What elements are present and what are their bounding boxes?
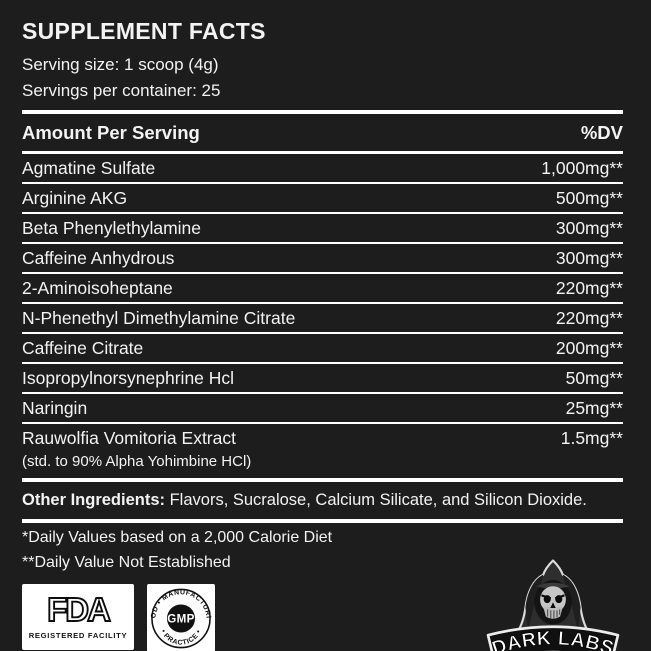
ingredient-name: Arginine AKG — [22, 188, 128, 208]
ingredient-amount: 220mg** — [555, 278, 623, 298]
ingredient-row: Rauwolfia Vomitoria Extract 1.5mg** — [22, 424, 623, 452]
ingredient-row: Naringin 25mg** — [22, 394, 623, 424]
dark-labs-logo: DARK LABS — [477, 556, 629, 651]
ingredient-name: Rauwolfia Vomitoria Extract — [22, 428, 236, 448]
ingredient-amount: 1.5mg** — [560, 428, 623, 448]
page-title: SUPPLEMENT FACTS — [22, 18, 266, 44]
footnote-daily-values: *Daily Values based on a 2,000 Calorie D… — [22, 529, 333, 546]
footnote-dv-not-established: **Daily Value Not Established — [22, 554, 231, 571]
servings-per-container: Servings per container: 25 — [22, 81, 221, 100]
divider-header — [22, 151, 623, 154]
other-ingredients-text: Flavors, Sucralose, Calcium Silicate, an… — [165, 491, 587, 509]
brand-name-text: DARK LABS — [489, 627, 616, 651]
ingredient-amount: 500mg** — [555, 188, 623, 208]
divider-top — [22, 110, 623, 114]
gmp-seal-icon: GOOD • MANUFACTURING • PRACTICE • GMP — [150, 587, 211, 649]
ingredient-row: Isopropylnorsynephrine Hcl 50mg** — [22, 364, 623, 394]
ingredient-row: Agmatine Sulfate 1,000mg** — [22, 154, 623, 184]
fda-logo-text: FDA — [47, 591, 110, 628]
ingredient-amount: 50mg** — [565, 368, 623, 388]
gmp-center-text: GMP — [167, 612, 195, 625]
ingredient-name: N-Phenethyl Dimethylamine Citrate — [22, 308, 296, 328]
ingredient-amount: 300mg** — [555, 218, 623, 238]
ingredient-row: Arginine AKG 500mg** — [22, 184, 623, 214]
fda-registered-facility-icon: FDA REGISTERED FACILITY — [29, 590, 128, 640]
ingredient-name: Agmatine Sulfate — [22, 158, 156, 178]
gmp-badge: GOOD • MANUFACTURING • PRACTICE • GMP — [147, 584, 215, 651]
ingredient-amount: 1,000mg** — [541, 158, 623, 178]
other-ingredients: Other Ingredients: Flavors, Sucralose, C… — [22, 482, 623, 519]
ingredient-rows: Agmatine Sulfate 1,000mg** Arginine AKG … — [22, 154, 623, 478]
ingredient-amount: 300mg** — [555, 248, 623, 268]
column-header-row: Amount Per Serving %DV — [22, 114, 623, 151]
column-dv: %DV — [580, 122, 623, 143]
fda-badge: FDA REGISTERED FACILITY — [22, 584, 134, 650]
ingredient-name: 2-Aminoisoheptane — [22, 278, 173, 298]
ingredient-amount: 220mg** — [555, 308, 623, 328]
column-amount-per-serving: Amount Per Serving — [22, 122, 200, 143]
ingredient-row: N-Phenethyl Dimethylamine Citrate 220mg*… — [22, 304, 623, 334]
reaper-icon: DARK LABS — [486, 559, 620, 651]
ingredient-name: Isopropylnorsynephrine Hcl — [22, 368, 235, 388]
ingredient-name: Caffeine Anhydrous — [22, 248, 175, 268]
ingredient-name: Beta Phenylethylamine — [22, 218, 201, 238]
ingredient-standardization-note: (std. to 90% Alpha Yohimbine HCl) — [22, 453, 252, 470]
divider-other-top — [22, 478, 623, 482]
fda-subtext: REGISTERED FACILITY — [29, 631, 128, 640]
other-ingredients-label: Other Ingredients: — [22, 491, 166, 509]
ingredient-row: Beta Phenylethylamine 300mg** — [22, 214, 623, 244]
serving-size: Serving size: 1 scoop (4g) — [22, 55, 219, 74]
divider-other-bottom — [22, 519, 623, 523]
ingredient-amount: 25mg** — [565, 398, 623, 418]
ingredient-name: Naringin — [22, 398, 88, 418]
certification-badges: FDA REGISTERED FACILITY GOOD • MANUFACTU… — [22, 559, 623, 651]
ingredient-row: Caffeine Anhydrous 300mg** — [22, 244, 623, 274]
ingredient-amount: 200mg** — [555, 338, 623, 358]
ingredient-row: 2-Aminoisoheptane 220mg** — [22, 274, 623, 304]
ingredient-row: Caffeine Citrate 200mg** — [22, 334, 623, 364]
ingredient-name: Caffeine Citrate — [22, 338, 144, 358]
